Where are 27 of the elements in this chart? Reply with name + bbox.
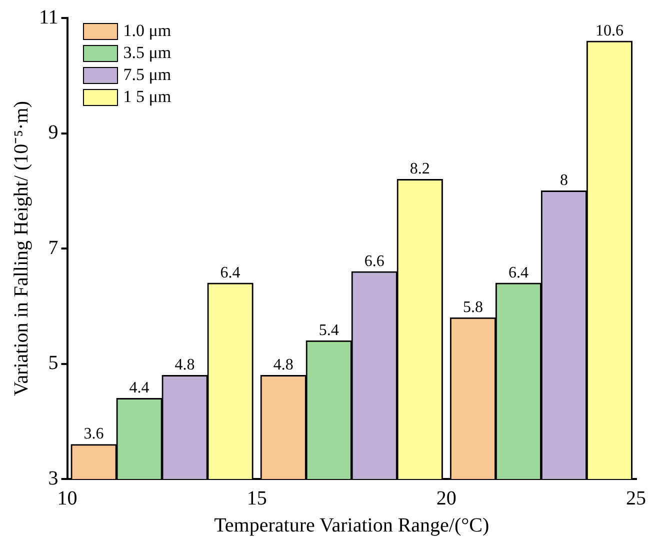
legend-label: 1.0 μm <box>123 20 172 42</box>
y-tick-label: 3 <box>48 467 58 490</box>
data-label: 5.8 <box>462 298 483 316</box>
data-label: 6.4 <box>220 264 240 282</box>
y-tick-label: 7 <box>48 236 58 259</box>
y-tick-label: 5 <box>48 352 58 374</box>
data-label: 4.4 <box>129 380 150 397</box>
data-label: 8.2 <box>410 160 430 178</box>
legend-label: 7.5 μm <box>123 64 172 86</box>
data-label: 4.8 <box>174 356 195 374</box>
data-label: 10.6 <box>595 22 624 40</box>
data-label: 8 <box>560 172 568 190</box>
legend-label: 1 5 μm <box>123 86 172 108</box>
data-label: 3.6 <box>84 426 104 443</box>
legend-label: 3.5 μm <box>123 42 172 64</box>
x-axis-title: Temperature Variation Range/(°C) <box>214 514 490 536</box>
data-label: 6.6 <box>364 252 384 270</box>
y-tick-label: 9 <box>48 122 58 144</box>
x-tick-label: 15 <box>246 487 267 510</box>
y-tick-label: 11 <box>38 6 58 28</box>
data-label: 4.8 <box>273 356 294 374</box>
x-tick-label: 10 <box>57 487 78 510</box>
data-label: 6.4 <box>508 264 528 282</box>
x-tick-label: 20 <box>436 487 456 510</box>
x-tick-label: 25 <box>626 487 646 510</box>
data-label: 5.4 <box>318 322 339 339</box>
y-axis-title: Variation in Falling Height/ (10⁻⁵·m) <box>10 100 32 396</box>
